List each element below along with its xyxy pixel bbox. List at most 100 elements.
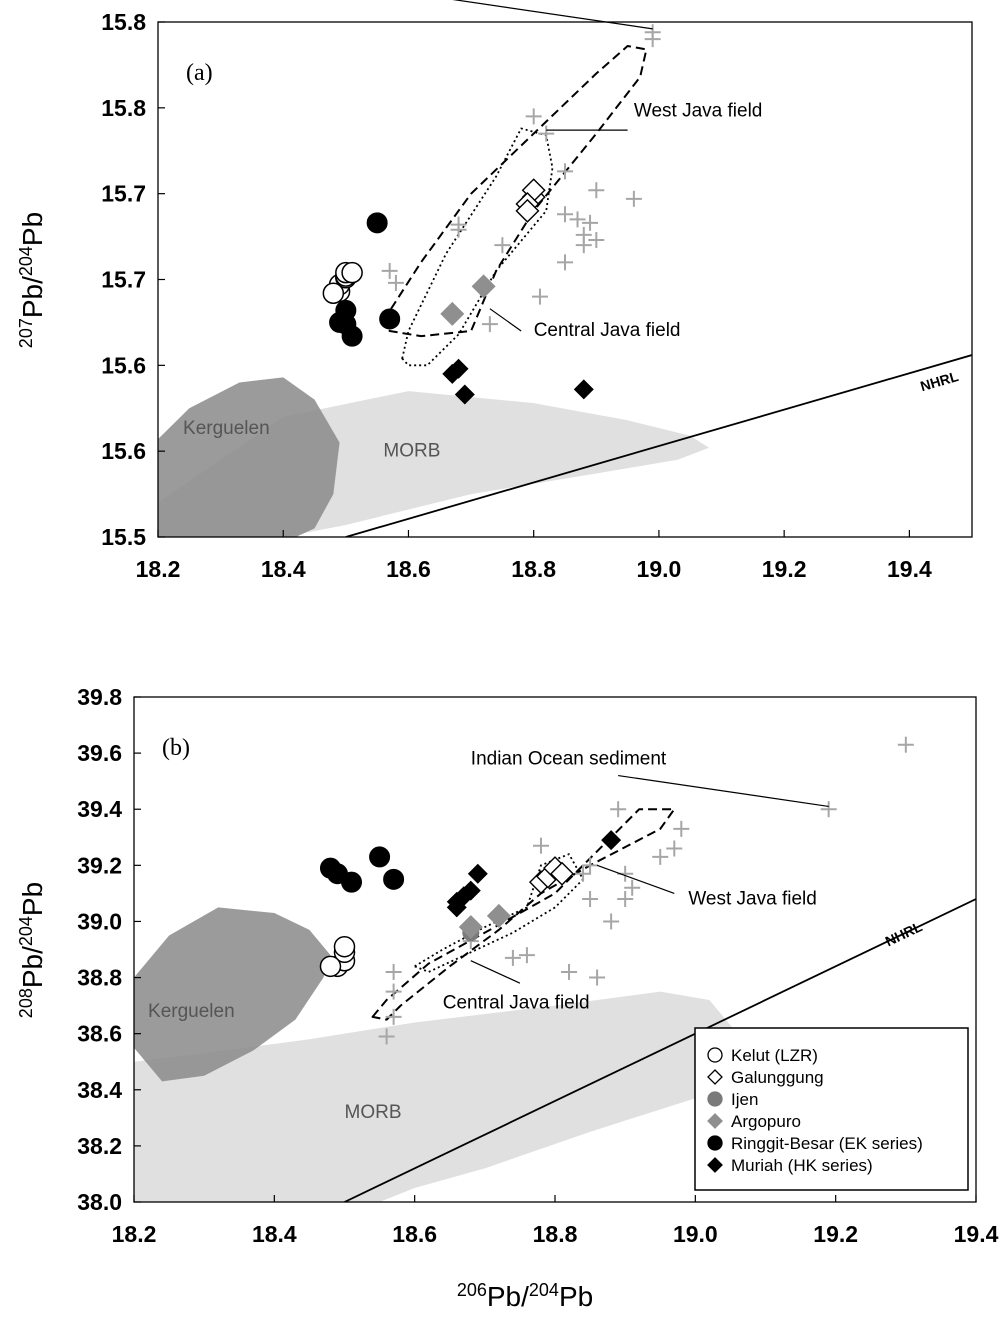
legend-label: Kelut (LZR)	[731, 1046, 818, 1065]
sediment-point	[557, 254, 573, 271]
legend-box	[694, 1027, 969, 1191]
x-tick-label: 19.4	[954, 1221, 999, 1247]
x-tick-label: 18.2	[112, 1221, 157, 1247]
panel-a-chart: Kerguelen MORB 18.2 18.4 18.6 18.8 19.0 19.2 19.…	[101, 0, 973, 582]
region-kerguelen	[134, 907, 331, 1082]
legend-marker	[707, 1091, 723, 1107]
sediment-point	[481, 316, 498, 333]
sediment-point	[450, 221, 467, 238]
sediment-point	[531, 288, 548, 305]
point-circle-filled	[369, 846, 391, 868]
y-tick-label: 15.8	[101, 95, 146, 121]
x-axis-title-text: 206Pb/204Pb	[457, 1280, 593, 1312]
x-tick-label: 19.0	[673, 1221, 718, 1247]
point-diamond-filled	[467, 863, 488, 884]
legend-item: Galunggung	[707, 1068, 824, 1087]
point-circle-open	[333, 935, 356, 958]
x-tick-label: 19.0	[637, 556, 682, 582]
superscript: 204	[529, 1280, 559, 1300]
panel-b-y-axis-title: 208Pb/204Pb	[16, 882, 48, 1018]
sediment-point	[582, 0, 598, 3]
y-tick-label: 39.2	[77, 852, 122, 878]
y-tick-label: 15.7	[101, 267, 146, 293]
legend-marker	[707, 1069, 723, 1085]
field-west-java-field	[371, 808, 676, 1021]
legend-marker	[707, 1135, 723, 1151]
y-tick-label: 38.4	[77, 1077, 122, 1103]
y-tick-label: 15.8	[101, 9, 146, 35]
y-tick-label: 38.8	[77, 965, 122, 991]
legend-item: Ijen	[707, 1090, 758, 1109]
field-west-java-field	[382, 45, 648, 338]
nhrl-line	[345, 354, 972, 537]
superscript: 207	[16, 318, 36, 348]
point-diamond-filled	[573, 379, 594, 400]
annotation-leader	[596, 864, 675, 894]
superscript: 206	[457, 1280, 487, 1300]
region-kerguelen	[158, 377, 340, 537]
y-tick-label: 15.5	[101, 524, 146, 550]
sediment-point	[381, 262, 398, 279]
point-diamond-filled	[454, 384, 475, 405]
x-tick-label: 18.6	[392, 1221, 437, 1247]
point-circle-open	[341, 261, 363, 284]
legend-label: Ijen	[731, 1090, 758, 1109]
legend-item: Muriah (HK series)	[707, 1156, 873, 1175]
annotation-west-java-field: West Java field	[634, 100, 762, 121]
plot-area	[158, 0, 972, 537]
point-diamond-grey	[440, 301, 465, 326]
panel-label: (b)	[162, 735, 190, 761]
y-tick-label: 39.8	[77, 684, 122, 710]
sediment-point	[652, 848, 669, 865]
plot-area	[134, 736, 976, 1202]
sediment-point	[603, 913, 620, 930]
sediment-point	[504, 949, 521, 966]
y-tick-label: 38.6	[77, 1021, 122, 1047]
point-circle-open	[322, 282, 345, 304]
superscript: 204	[16, 916, 36, 946]
point-diamond-open	[515, 198, 540, 223]
panel-a-y-axis-title: 207Pb/204Pb	[16, 212, 48, 348]
sediment-point	[624, 879, 641, 896]
label-part: Pb	[17, 882, 48, 916]
sediment-point	[582, 891, 599, 907]
y-tick-label: 15.7	[101, 181, 146, 207]
point-diamond-grey	[458, 915, 483, 940]
legend-label: Galunggung	[731, 1068, 824, 1087]
y-axis-title-text: 208Pb/204Pb	[16, 882, 48, 1018]
sediment-point	[582, 214, 599, 231]
field-central-java-field	[413, 853, 584, 973]
annotation-central-java-field: Central Java field	[534, 320, 681, 341]
point-diamond-filled	[448, 358, 469, 379]
x-tick-label: 18.8	[511, 556, 556, 582]
x-tick-label: 18.6	[386, 556, 431, 582]
point-circle-filled	[366, 212, 388, 234]
annotation-leader	[452, 0, 653, 30]
region-label: MORB	[383, 440, 440, 461]
y-tick-label: 39.4	[77, 796, 122, 822]
sediment-point	[378, 1028, 395, 1045]
field-central-java-field	[401, 127, 554, 367]
sediment-point	[557, 206, 573, 223]
annotation-leader	[470, 960, 521, 984]
y-tick-label: 38.0	[77, 1189, 122, 1215]
point-diamond-grey	[486, 903, 511, 928]
sediment-point	[588, 182, 605, 199]
sediment-point	[820, 801, 837, 818]
x-tick-label: 18.4	[252, 1221, 297, 1247]
sediment-point	[494, 237, 511, 254]
y-tick-label: 38.2	[77, 1133, 122, 1159]
legend-label: Muriah (HK series)	[731, 1156, 873, 1175]
legend-marker	[707, 1157, 723, 1173]
superscript: 208	[16, 988, 36, 1018]
panel-label: (a)	[186, 60, 213, 86]
legend: Kelut (LZR) Galunggung Ijen Argopuro Ringgit…	[694, 1027, 969, 1191]
x-axis-title: 206Pb/204Pb	[457, 1280, 593, 1312]
y-tick-label: 15.6	[101, 438, 146, 464]
region-morb	[134, 991, 738, 1202]
sediment-point	[575, 865, 592, 882]
label-part: Pb	[17, 212, 48, 246]
sediment-point	[666, 840, 683, 857]
y-axis-title-text: 207Pb/204Pb	[16, 212, 48, 348]
